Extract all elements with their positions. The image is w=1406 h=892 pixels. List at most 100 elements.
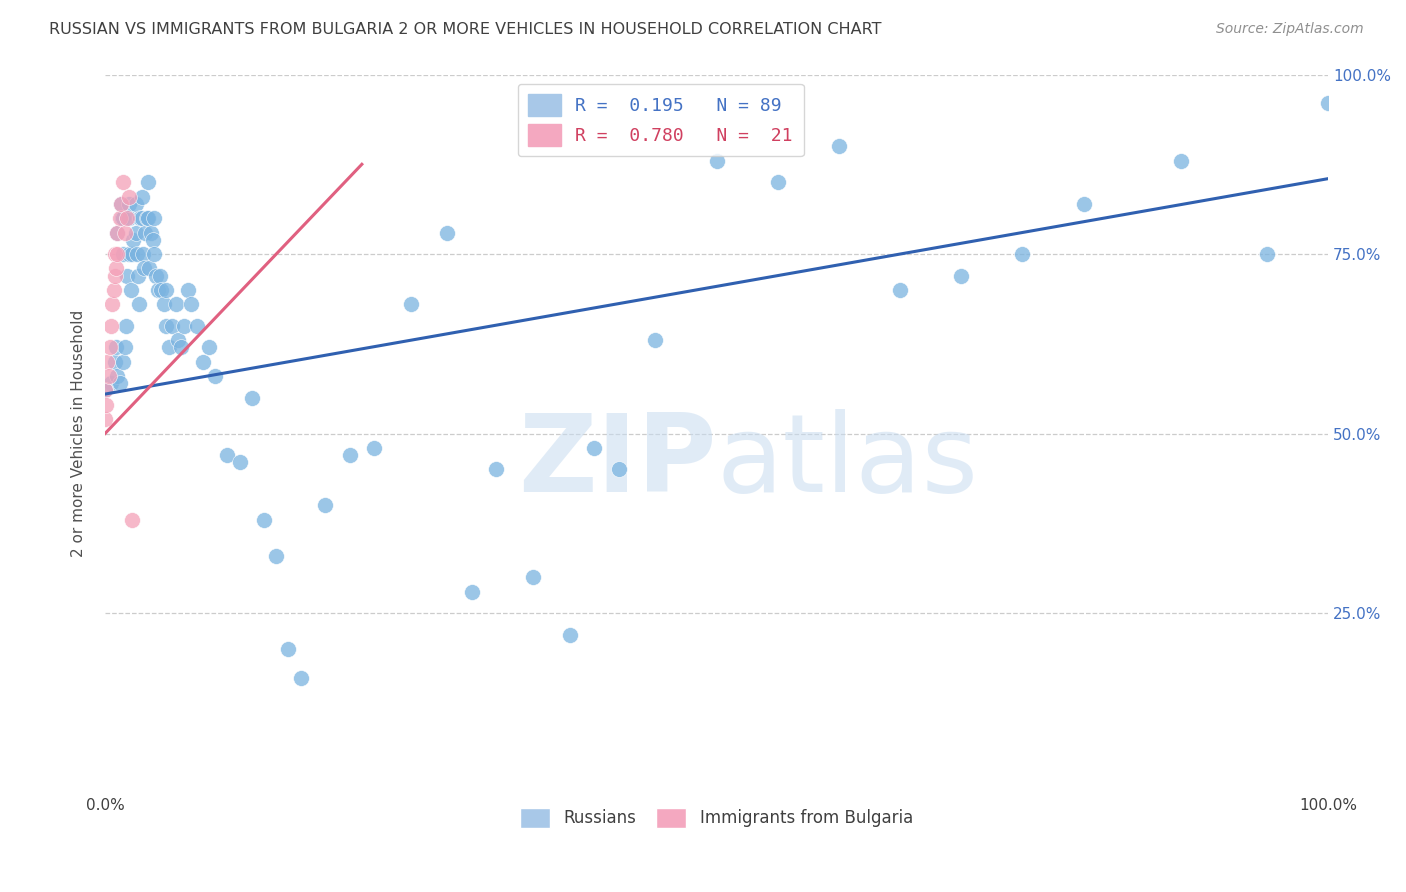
Point [131,211,153,226]
Point [112,175,135,189]
Point [583,441,606,455]
Point [97,369,120,384]
Point [162,318,184,333]
Point [314,499,336,513]
Point [108,211,131,226]
Point [558,628,581,642]
Point [142,211,165,226]
Point [98,340,121,354]
Point [191,355,214,369]
Point [134,226,156,240]
Point [103,283,125,297]
Point [110,196,132,211]
Text: atlas: atlas [717,409,979,516]
Point [94,384,117,398]
Point [165,297,187,311]
Point [112,355,135,369]
Text: RUSSIAN VS IMMIGRANTS FROM BULGARIA 2 OR MORE VEHICLES IN HOUSEHOLD CORRELATION : RUSSIAN VS IMMIGRANTS FROM BULGARIA 2 OR… [49,22,882,37]
Point [135,211,157,226]
Point [120,283,142,297]
Point [134,261,156,276]
Point [129,211,152,226]
Point [264,549,287,563]
Point [105,340,128,354]
Point [277,642,299,657]
Point [94,412,117,426]
Point [121,247,143,261]
Point [828,139,851,153]
Point [186,318,208,333]
Legend: Russians, Immigrants from Bulgaria: Russians, Immigrants from Bulgaria [513,801,920,835]
Point [101,297,124,311]
Point [145,268,167,283]
Point [766,175,789,189]
Point [114,318,136,333]
Point [240,391,263,405]
Point [112,247,135,261]
Y-axis label: 2 or more Vehicles in Household: 2 or more Vehicles in Household [72,310,86,558]
Point [105,226,128,240]
Point [644,333,666,347]
Point [217,448,239,462]
Point [170,340,193,354]
Point [150,283,173,297]
Point [363,441,385,455]
Point [1011,247,1033,261]
Point [136,175,159,189]
Point [889,283,911,297]
Point [152,297,174,311]
Text: ZIP: ZIP [517,409,717,516]
Point [522,570,544,584]
Point [177,283,200,297]
Text: Source: ZipAtlas.com: Source: ZipAtlas.com [1216,22,1364,37]
Point [125,247,148,261]
Point [118,196,141,211]
Point [436,226,458,240]
Point [339,448,361,462]
Point [118,189,141,203]
Point [118,247,141,261]
Point [132,247,155,261]
Point [114,340,136,354]
Point [127,268,149,283]
Point [146,283,169,297]
Point [1256,247,1278,261]
Point [461,584,484,599]
Point [131,189,153,203]
Point [290,671,312,685]
Point [157,340,180,354]
Point [122,233,145,247]
Point [108,376,131,391]
Point [96,398,118,412]
Point [1073,196,1095,211]
Point [142,233,165,247]
Point [155,283,177,297]
Point [104,268,127,283]
Point [198,340,221,354]
Point [173,318,195,333]
Point [485,462,508,476]
Point [399,297,422,311]
Point [128,297,150,311]
Point [950,268,973,283]
Point [155,318,177,333]
Point [104,247,127,261]
Point [180,297,202,311]
Point [111,211,134,226]
Point [96,355,118,369]
Point [110,196,132,211]
Point [253,513,276,527]
Point [136,211,159,226]
Point [706,153,728,168]
Point [105,247,128,261]
Point [105,369,128,384]
Point [204,369,226,384]
Point [115,211,138,226]
Point [100,318,122,333]
Point [105,261,128,276]
Point [114,226,136,240]
Point [228,455,250,469]
Point [100,376,122,391]
Point [124,226,146,240]
Point [124,196,146,211]
